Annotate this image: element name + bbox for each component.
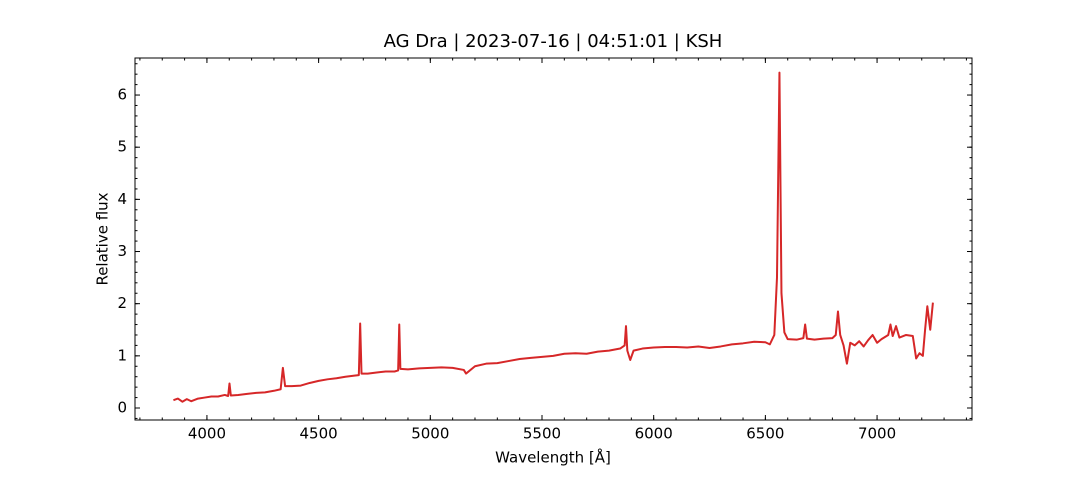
x-tick-label: 6000 [635, 425, 673, 443]
y-tick-label: 2 [117, 294, 127, 312]
x-axis-label: Wavelength [Å] [495, 448, 611, 467]
x-tick-label: 4000 [188, 425, 226, 443]
chart-title: AG Dra | 2023-07-16 | 04:51:01 | KSH [384, 31, 723, 52]
y-tick-label: 5 [117, 138, 127, 156]
x-tick-label: 6500 [746, 425, 784, 443]
x-tick-label: 4500 [300, 425, 338, 443]
y-axis-label: Relative flux [94, 192, 112, 285]
y-tick-label: 4 [117, 190, 127, 208]
x-tick-label: 7000 [858, 425, 896, 443]
y-tick-label: 3 [117, 242, 127, 260]
y-tick-label: 1 [117, 346, 127, 364]
x-tick-label: 5000 [411, 425, 449, 443]
y-tick-label: 0 [117, 399, 127, 417]
spectrum-line [173, 71, 934, 403]
plot-frame [134, 57, 973, 421]
y-tick-label: 6 [117, 86, 127, 104]
x-tick-label: 5500 [523, 425, 561, 443]
